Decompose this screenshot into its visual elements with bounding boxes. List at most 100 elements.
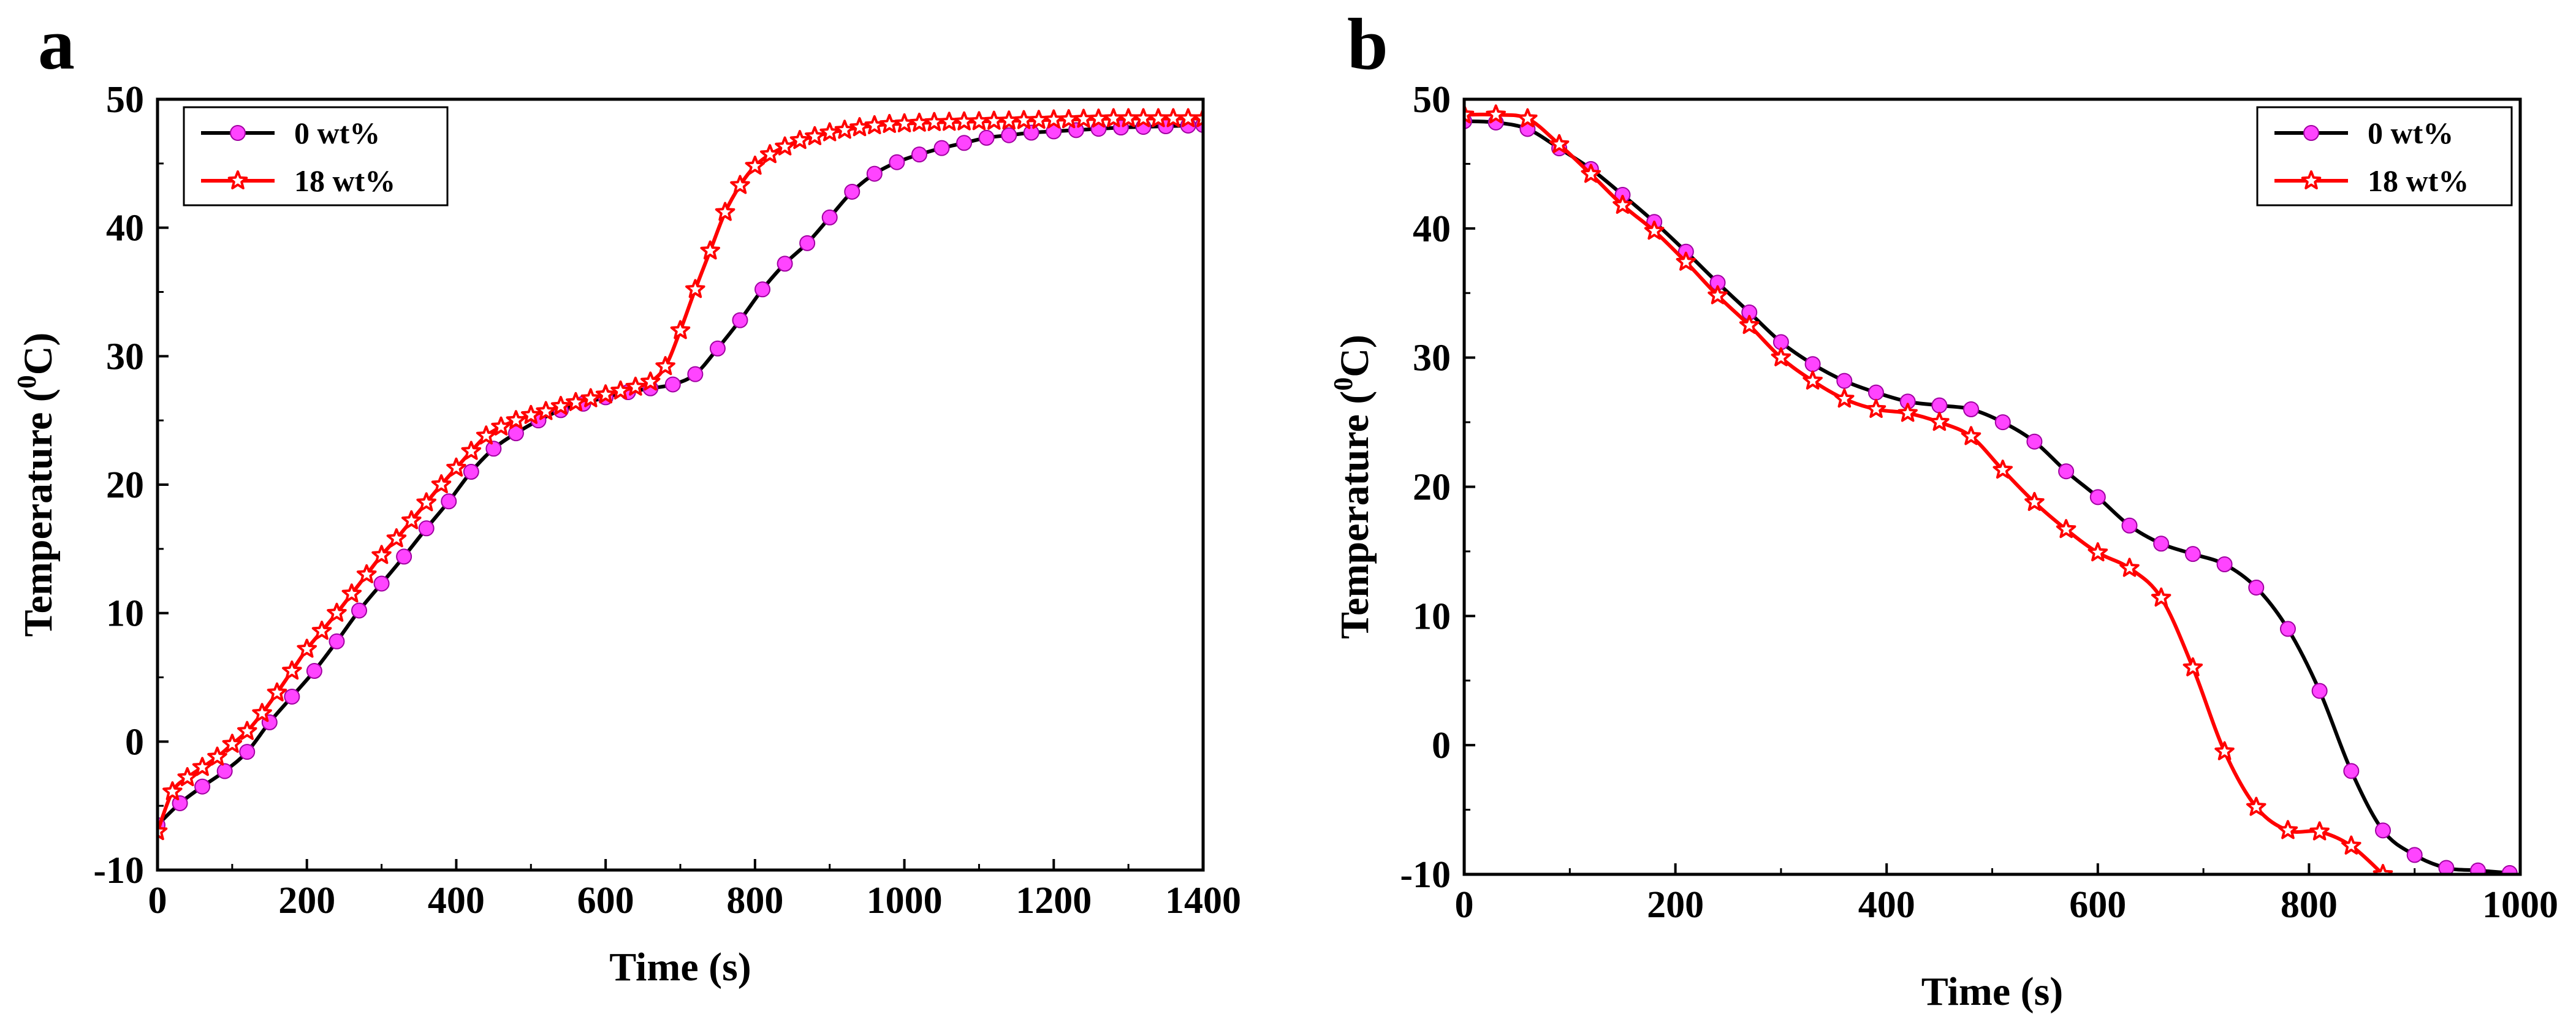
data-point (2406, 847, 2423, 863)
data-point (2216, 556, 2233, 572)
x-tick-label: 400 (1858, 884, 1915, 926)
panel-letter-b: b (1347, 3, 1388, 85)
y-axis-label-main: Temperature ( (1332, 391, 1377, 639)
data-point (1193, 108, 1203, 127)
data-point (282, 661, 302, 680)
data-point (162, 781, 183, 801)
data-point (1023, 124, 1039, 141)
data-point (1739, 315, 1760, 335)
data-point (911, 146, 927, 163)
data-point (924, 112, 944, 131)
data-point (1044, 109, 1064, 129)
legend-marker (230, 125, 246, 141)
data-point (2311, 683, 2328, 699)
x-tick-label: 800 (2281, 884, 2338, 926)
x-tick-label: 1400 (1165, 880, 1241, 922)
legend-box (183, 106, 449, 206)
data-point (864, 115, 885, 135)
data-point (351, 602, 368, 619)
data-point (580, 388, 601, 407)
legend-label: 18 wt% (2368, 164, 2469, 198)
data-point (700, 240, 720, 260)
data-point (1931, 397, 1948, 414)
legend-label: 0 wt% (2368, 116, 2453, 150)
data-point (956, 135, 973, 151)
data-point (2214, 741, 2235, 760)
data-point (401, 510, 422, 529)
legend: 0 wt% 18 wt% (183, 106, 449, 206)
data-point (1803, 370, 1823, 390)
data-point (978, 129, 995, 146)
y-axis-label: Temperature (0C) (1328, 335, 1377, 639)
data-point (2056, 519, 2076, 539)
y-tick-label: 40 (106, 208, 144, 249)
data-point (158, 821, 168, 841)
data-point (2183, 657, 2203, 676)
x-tick-label: 0 (148, 880, 167, 922)
data-point (709, 340, 726, 357)
data-point (2248, 579, 2265, 596)
x-tick-label: 1200 (1016, 880, 1092, 922)
data-point (685, 279, 705, 298)
data-point (1464, 104, 1475, 124)
data-point (237, 721, 257, 740)
data-point (1867, 384, 1884, 401)
data-point (821, 209, 838, 225)
y-tick-label: 10 (106, 593, 144, 635)
y-axis-label-main: Temperature ( (16, 388, 61, 637)
y-tick-label: 30 (1413, 338, 1451, 379)
data-point (754, 281, 771, 298)
data-point (371, 545, 392, 564)
data-point (311, 621, 332, 640)
data-point (2058, 463, 2075, 480)
data-point (954, 111, 975, 131)
data-point (1994, 414, 2011, 431)
data-point (566, 392, 586, 411)
data-point (2153, 536, 2170, 552)
y-tick-label: 50 (106, 79, 144, 121)
data-point (730, 175, 750, 194)
data-point (894, 113, 914, 132)
series-line (1464, 119, 2510, 874)
data-point (777, 255, 793, 272)
data-point (1001, 127, 1017, 143)
data-point (799, 235, 816, 251)
data-point (2341, 835, 2361, 855)
data-point (267, 682, 287, 702)
data-point (207, 746, 227, 766)
series-18wt (158, 108, 1203, 841)
data-point (664, 376, 681, 393)
data-point (2119, 558, 2140, 577)
series-line (158, 116, 1203, 833)
data-point (1961, 426, 1981, 445)
y-tick-label: 10 (1413, 596, 1451, 637)
data-point (687, 366, 704, 382)
data-point (2184, 546, 2201, 562)
data-point (2373, 864, 2393, 874)
data-point (775, 136, 795, 156)
data-point (1804, 356, 1821, 373)
data-point (866, 165, 883, 182)
data-point (1963, 401, 1980, 417)
plot-frame (156, 97, 1205, 872)
data-point (789, 130, 810, 150)
y-axis-label: Temperature (0C) (12, 333, 61, 637)
data-point (1581, 164, 1601, 183)
data-point (550, 396, 571, 415)
data-point (2024, 491, 2045, 511)
data-point (2309, 821, 2330, 841)
data-point (1898, 403, 1918, 422)
y-axis-label-unit: C) (16, 333, 61, 376)
x-tick-label: 1000 (2482, 884, 2558, 926)
data-point (1771, 347, 1791, 366)
series-0wt (158, 116, 1203, 833)
data-point (1708, 285, 1728, 305)
data-point (297, 638, 317, 658)
data-point (1834, 388, 1855, 408)
data-point (327, 602, 347, 622)
data-point (506, 410, 526, 430)
data-point (844, 183, 861, 200)
data-point (655, 356, 675, 376)
data-point (760, 144, 780, 164)
